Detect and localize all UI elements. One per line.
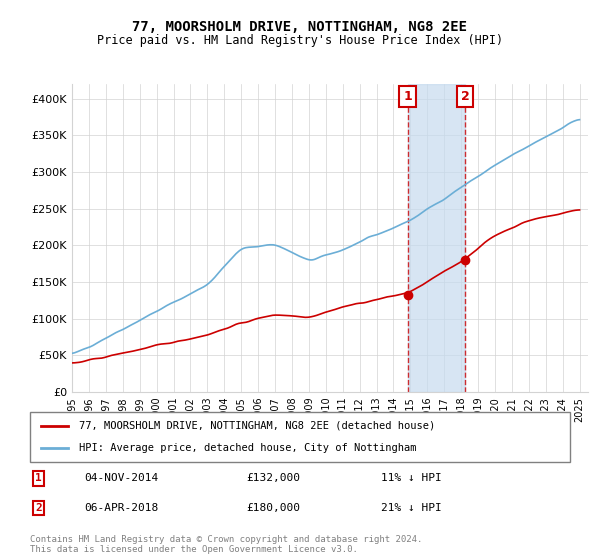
Text: 04-NOV-2014: 04-NOV-2014 [84,473,158,483]
Bar [407,84,466,392]
Text: 11% ↓ HPI: 11% ↓ HPI [381,473,442,483]
Text: £132,000: £132,000 [246,473,300,483]
Text: £180,000: £180,000 [246,503,300,513]
Text: 1: 1 [35,473,42,483]
Text: HPI: Average price, detached house, City of Nottingham: HPI: Average price, detached house, City… [79,443,416,453]
Text: 06-APR-2018: 06-APR-2018 [84,503,158,513]
Text: 2: 2 [461,90,470,103]
FancyBboxPatch shape [30,412,570,462]
Text: 1: 1 [403,90,412,103]
Text: Contains HM Land Registry data © Crown copyright and database right 2024.
This d: Contains HM Land Registry data © Crown c… [30,535,422,554]
Text: 2: 2 [35,503,42,513]
Text: 77, MOORSHOLM DRIVE, NOTTINGHAM, NG8 2EE (detached house): 77, MOORSHOLM DRIVE, NOTTINGHAM, NG8 2EE… [79,421,435,431]
Text: 77, MOORSHOLM DRIVE, NOTTINGHAM, NG8 2EE: 77, MOORSHOLM DRIVE, NOTTINGHAM, NG8 2EE [133,20,467,34]
Text: Price paid vs. HM Land Registry's House Price Index (HPI): Price paid vs. HM Land Registry's House … [97,34,503,46]
Text: 21% ↓ HPI: 21% ↓ HPI [381,503,442,513]
